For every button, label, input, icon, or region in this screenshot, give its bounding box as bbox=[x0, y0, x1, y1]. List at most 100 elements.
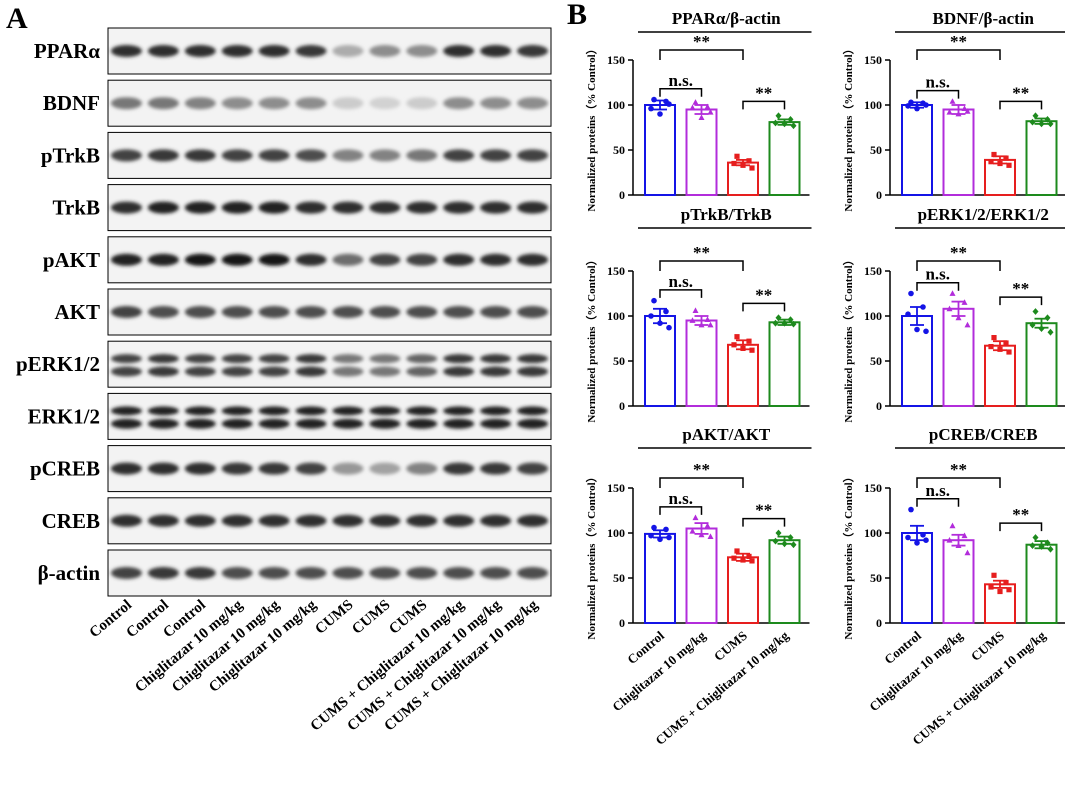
protein-label: β-actin bbox=[38, 561, 101, 585]
blot-band bbox=[110, 253, 142, 266]
data-point bbox=[790, 541, 797, 549]
blot-band bbox=[406, 149, 438, 162]
data-point bbox=[772, 119, 779, 127]
data-point bbox=[698, 531, 705, 538]
blot-band bbox=[295, 97, 327, 110]
data-point bbox=[734, 334, 740, 340]
y-tick-label: 150 bbox=[607, 53, 625, 67]
blot-band bbox=[369, 45, 401, 57]
bar bbox=[768, 121, 801, 196]
blot-band bbox=[295, 514, 327, 527]
blot-band bbox=[221, 253, 253, 266]
blot-band bbox=[517, 306, 549, 318]
data-point bbox=[698, 321, 705, 328]
blot-band bbox=[517, 201, 549, 214]
blot-band bbox=[406, 354, 438, 364]
significance-label: n.s. bbox=[925, 73, 950, 92]
protein-label: pERK1/2 bbox=[16, 352, 100, 376]
blot-membrane bbox=[107, 445, 552, 493]
blot-band bbox=[221, 149, 253, 162]
significance-label: ** bbox=[950, 460, 967, 479]
blot-band bbox=[184, 462, 216, 475]
data-point bbox=[946, 109, 953, 115]
blot-band bbox=[258, 149, 290, 162]
y-tick-label: 0 bbox=[619, 399, 625, 413]
y-tick-label: 100 bbox=[864, 526, 882, 540]
data-point bbox=[651, 297, 657, 304]
chart: BDNF/β-actin 0 50 100 150 Normalized proteins… bbox=[842, 9, 1065, 212]
blot-band bbox=[332, 406, 364, 416]
data-point bbox=[961, 105, 968, 111]
data-point bbox=[787, 116, 794, 123]
significance-label: n.s. bbox=[925, 481, 950, 500]
data-point bbox=[914, 105, 920, 112]
data-point bbox=[905, 311, 911, 318]
blot-band bbox=[369, 567, 401, 579]
bar bbox=[768, 321, 801, 407]
blot-band bbox=[406, 567, 438, 579]
data-point bbox=[961, 532, 968, 539]
significance-label: ** bbox=[1012, 83, 1029, 102]
blot-band bbox=[295, 253, 327, 266]
data-point bbox=[740, 162, 746, 168]
bar bbox=[942, 108, 975, 196]
blot-band bbox=[295, 306, 327, 318]
significance-bracket bbox=[659, 289, 703, 298]
blot-band bbox=[110, 149, 142, 162]
blot-band bbox=[517, 406, 549, 416]
data-point bbox=[698, 114, 705, 120]
blot-band bbox=[517, 462, 549, 475]
bar bbox=[644, 532, 676, 625]
blot-band bbox=[517, 97, 549, 110]
blot-band bbox=[147, 406, 179, 416]
blot-band bbox=[258, 514, 290, 527]
blot-band bbox=[147, 97, 179, 110]
blot-band bbox=[480, 567, 512, 579]
blot-band bbox=[110, 201, 142, 214]
blot-band bbox=[147, 366, 179, 377]
blot-band bbox=[184, 366, 216, 377]
significance-bracket bbox=[916, 49, 1001, 60]
data-point bbox=[666, 324, 672, 331]
y-tick-label: 50 bbox=[613, 354, 625, 368]
data-point bbox=[991, 335, 997, 341]
data-point bbox=[781, 540, 788, 548]
data-point bbox=[997, 588, 1003, 595]
blot-membrane bbox=[107, 79, 552, 127]
data-point bbox=[749, 347, 755, 353]
blot-band bbox=[110, 406, 142, 416]
blot-membrane bbox=[107, 184, 552, 232]
data-point bbox=[949, 290, 956, 296]
data-point bbox=[964, 108, 971, 114]
blot-band bbox=[480, 149, 512, 162]
chart: pTrkB/TrkB 0 50 100 150 Normalized proteins（%… bbox=[585, 205, 812, 423]
significance-bracket bbox=[659, 477, 744, 488]
blot-band bbox=[406, 514, 438, 527]
significance-bracket bbox=[659, 260, 744, 271]
blot-membrane bbox=[107, 497, 552, 545]
blot-band bbox=[332, 201, 364, 214]
blot-band bbox=[184, 306, 216, 318]
blot-band bbox=[369, 97, 401, 110]
blot-band bbox=[369, 418, 401, 429]
data-point bbox=[663, 308, 669, 315]
bar bbox=[685, 319, 718, 407]
data-point bbox=[923, 102, 929, 108]
blot-band bbox=[258, 201, 290, 214]
blot-band bbox=[221, 462, 253, 475]
y-axis-label: Normalized proteins（% Control） bbox=[585, 471, 598, 639]
data-point bbox=[997, 346, 1003, 352]
blot-band bbox=[147, 253, 179, 266]
blot-band bbox=[517, 514, 549, 527]
chart: pAKT/AKT 0 50 100 150 Normalized proteins（% C… bbox=[585, 425, 812, 748]
data-point bbox=[920, 532, 926, 538]
y-tick-label: 0 bbox=[619, 616, 625, 630]
blot-membrane bbox=[107, 549, 552, 597]
y-tick-label: 50 bbox=[870, 354, 882, 368]
blot-band bbox=[147, 354, 179, 364]
data-point bbox=[946, 537, 953, 543]
blot-band bbox=[369, 306, 401, 318]
y-tick-label: 100 bbox=[864, 98, 882, 112]
data-point bbox=[1029, 321, 1036, 329]
